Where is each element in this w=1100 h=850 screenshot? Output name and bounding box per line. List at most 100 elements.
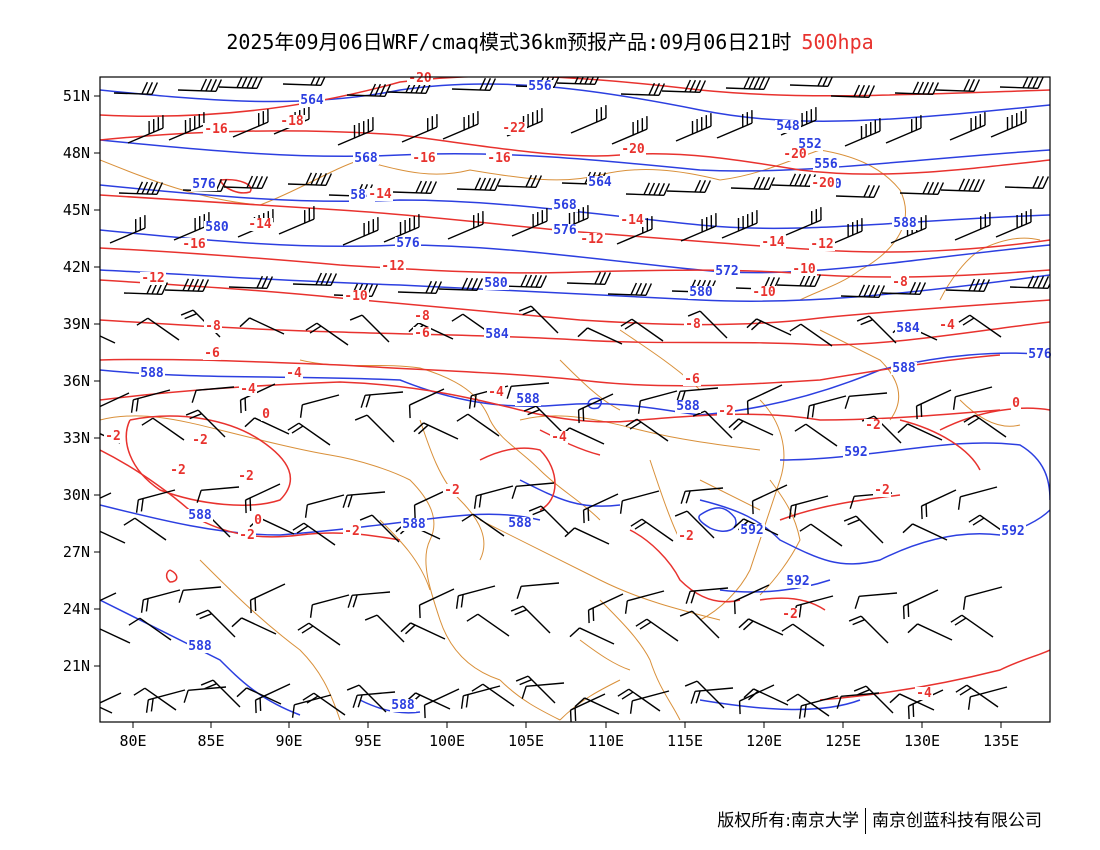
wind-barb	[218, 77, 264, 90]
height-label-bg	[187, 640, 213, 653]
wind-barb	[183, 686, 227, 703]
wind-barb	[692, 410, 733, 439]
height-label-bg	[191, 178, 217, 191]
temperature-label: -6	[204, 346, 220, 361]
temperature-label: -8	[685, 317, 701, 332]
height-label: 556	[528, 79, 552, 94]
height-label-bg	[390, 699, 416, 712]
wind-barb	[687, 310, 728, 339]
wind-barb	[920, 489, 957, 520]
temperature-label-bg	[938, 319, 956, 332]
height-label-bg	[401, 518, 427, 531]
temperature-label: -20	[783, 147, 807, 162]
wind-barb	[100, 692, 122, 710]
height-label: 576	[396, 236, 420, 251]
wind-barb	[826, 218, 863, 247]
height-label-bg	[587, 176, 613, 189]
wind-barb	[617, 688, 661, 712]
wind-barb	[680, 487, 724, 504]
temperature-label-bg	[619, 214, 645, 227]
wind-barb	[789, 77, 835, 88]
temperature-label-bg	[810, 177, 836, 190]
wind-barb	[249, 583, 286, 614]
temperature-label: -6	[684, 372, 700, 387]
height-label: 580	[689, 285, 713, 300]
wind-barb	[447, 211, 484, 240]
height-label: 568	[553, 198, 577, 213]
temperature-label: -4	[916, 686, 932, 701]
temperature-label-bg	[684, 318, 702, 331]
wind-barb	[342, 491, 386, 508]
temperature-label: -4	[286, 366, 302, 381]
temperature-label-bg	[203, 123, 229, 136]
lat-label: 27N	[63, 543, 90, 561]
wind-barb	[360, 391, 404, 408]
wind-barb	[848, 615, 889, 644]
wind-barb	[118, 181, 164, 196]
height-label-bg	[299, 94, 325, 107]
wind-barb	[945, 278, 991, 293]
wind-barb	[196, 486, 240, 503]
height-label: 580	[205, 220, 229, 235]
height-label-bg	[688, 286, 714, 299]
height-label: 592	[844, 445, 867, 460]
wind-barb	[902, 523, 948, 541]
lon-label: 115E	[667, 732, 703, 750]
plot-frame	[99, 76, 1051, 723]
footer-left: 版权所有:南京大学	[717, 811, 859, 831]
wind-barb	[569, 693, 606, 722]
temperature-label: -14	[248, 217, 272, 232]
wind-barb	[897, 423, 943, 441]
lon-label: 90E	[275, 732, 302, 750]
wind-barb	[915, 389, 952, 420]
wind-barb	[716, 110, 753, 139]
wind-barb	[625, 182, 671, 197]
lat-label: 45N	[63, 201, 90, 219]
height-label: 588	[188, 508, 212, 523]
wind-barb	[244, 483, 281, 514]
wind-barb	[630, 518, 674, 542]
wind-barb	[299, 394, 340, 418]
height-label: 588	[402, 517, 426, 532]
wind-barb	[771, 173, 817, 188]
wind-barb	[619, 490, 660, 514]
temperature-label-bg	[683, 373, 701, 386]
wind-barb	[685, 587, 729, 604]
temperature-label-bg	[238, 529, 256, 542]
wind-barb	[127, 115, 164, 144]
temperature-label-bg	[169, 464, 187, 477]
wind-barb	[794, 423, 838, 447]
temperature-label: -16	[182, 237, 206, 252]
wind-barb	[799, 523, 843, 547]
wind-barb	[556, 77, 602, 86]
wind-barb	[684, 680, 725, 709]
lon-label: 110E	[588, 732, 624, 750]
temperature-label: -10	[752, 285, 776, 300]
wind-barb	[751, 484, 788, 515]
wind-barb	[582, 493, 619, 524]
temperature-label: -16	[487, 151, 511, 166]
lat-label: 24N	[63, 600, 90, 618]
temperature-label: -2	[239, 528, 255, 543]
wind-barb	[232, 109, 269, 138]
wind-barb	[282, 77, 328, 87]
temperature-label-bg	[343, 525, 361, 538]
wind-barb	[844, 392, 888, 409]
wind-barb	[456, 413, 500, 437]
wind-barb	[408, 388, 445, 419]
wind-barb	[305, 322, 349, 346]
temperature-label: -12	[141, 271, 164, 286]
temperature-label-bg	[487, 386, 505, 399]
temperature-label: 0	[1012, 396, 1020, 411]
wind-barb	[130, 389, 171, 413]
height-label: 548	[776, 119, 800, 134]
temperature-label-bg	[413, 327, 431, 340]
height-label: 572	[715, 264, 738, 279]
wind-barb	[620, 318, 664, 342]
height-label: 584	[896, 321, 920, 336]
wind-barb	[460, 685, 501, 709]
copyright-footer: 版权所有:南京大学 南京创蓝科技有限公司	[717, 806, 1042, 834]
height-label-bg	[892, 217, 918, 230]
footer-right: 南京创蓝科技有限公司	[872, 811, 1042, 831]
wind-barb	[844, 118, 881, 147]
